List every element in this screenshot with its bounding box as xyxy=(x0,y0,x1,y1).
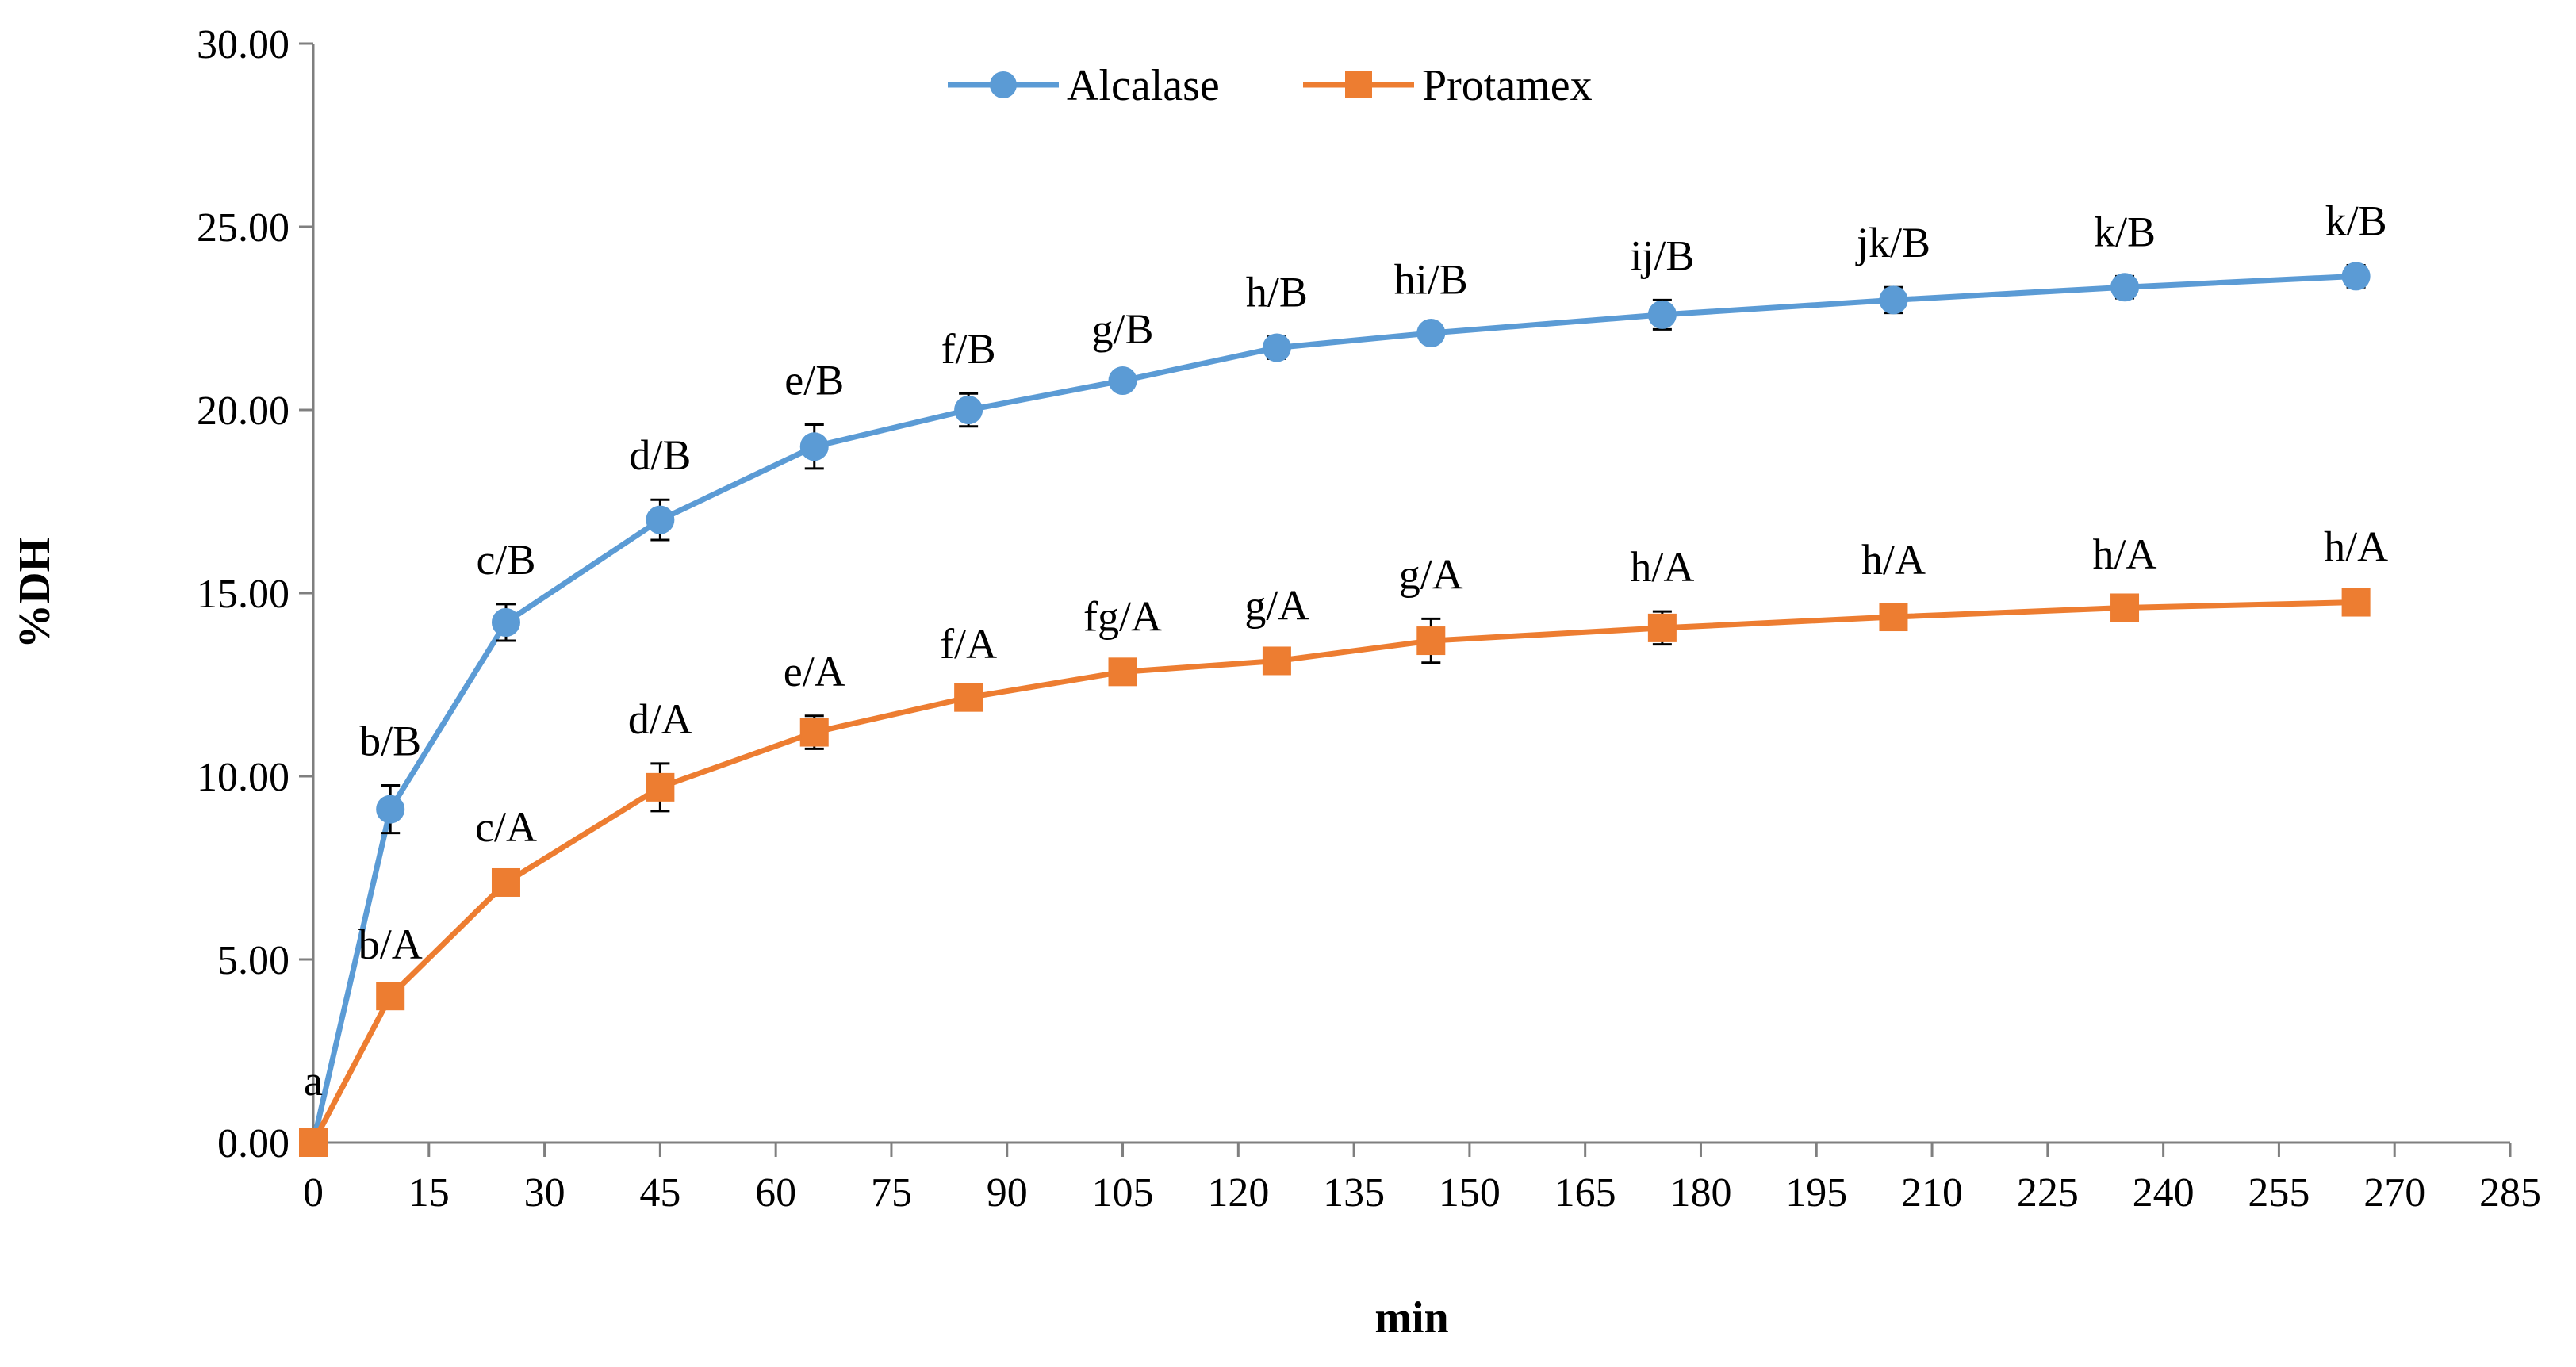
point-protamex-2 xyxy=(491,867,520,897)
x-tick-label-6: 90 xyxy=(987,1170,1028,1216)
point-labels: b/B c/B d/B e/B f/B g/B h/B hi/B ij/B jk/B k/B k/B b… xyxy=(304,197,2388,1105)
x-tick-label-19: 285 xyxy=(2479,1170,2541,1216)
point-protamex-9 xyxy=(1647,613,1677,642)
point-label-protamex-12: h/A xyxy=(2324,523,2388,571)
x-tick-label-16: 240 xyxy=(2133,1170,2195,1216)
point-protamex-6 xyxy=(1108,657,1137,687)
point-alcalase-2 xyxy=(491,607,520,637)
x-axis-title: min xyxy=(1374,1293,1448,1342)
point-alcalase-6 xyxy=(1108,366,1137,396)
point-protamex-1 xyxy=(376,982,405,1011)
x-tick-label-14: 210 xyxy=(1901,1170,1963,1216)
point-label-alcalase-2: c/B xyxy=(476,536,535,584)
y-tick-label-6: 30.00 xyxy=(197,22,289,67)
point-label-protamex-1: b/A xyxy=(358,921,423,968)
point-label-alcalase-9: ij/B xyxy=(1630,232,1694,279)
point-alcalase-9 xyxy=(1647,300,1677,329)
point-alcalase-7 xyxy=(1262,333,1291,362)
series-protamex xyxy=(299,588,2371,1157)
y-tick-label-0: 0.00 xyxy=(217,1121,289,1166)
point-protamex-0 xyxy=(299,1128,328,1157)
point-protamex-8 xyxy=(1416,626,1446,656)
x-tick-label-4: 60 xyxy=(755,1170,796,1216)
x-tick-label-15: 225 xyxy=(2017,1170,2079,1216)
point-label-protamex-5: f/A xyxy=(940,620,997,668)
x-tick-label-11: 165 xyxy=(1554,1170,1616,1216)
x-tick-label-10: 150 xyxy=(1439,1170,1501,1216)
point-label-alcalase-8: hi/B xyxy=(1394,255,1468,303)
point-label-protamex-4: e/A xyxy=(784,648,845,695)
x-tick-label-5: 75 xyxy=(871,1170,912,1216)
point-alcalase-1 xyxy=(376,795,405,824)
point-protamex-12 xyxy=(2341,588,2371,617)
y-tick-label-5: 25.00 xyxy=(197,205,289,251)
legend-label-protamex: Protamex xyxy=(1422,61,1593,110)
point-label-alcalase-11: k/B xyxy=(2094,208,2156,255)
x-tick-label-2: 30 xyxy=(524,1170,565,1216)
point-alcalase-11 xyxy=(2110,273,2140,302)
legend-marker-protamex xyxy=(1345,71,1372,98)
point-label-protamex-10: h/A xyxy=(1861,536,1926,584)
point-label-alcalase-6: g/B xyxy=(1092,305,1154,353)
point-label-alcalase-3: d/B xyxy=(629,431,691,479)
series-group xyxy=(299,262,2371,1157)
point-alcalase-10 xyxy=(1879,285,1908,315)
point-label-alcalase-10: jk/B xyxy=(1855,219,1930,266)
x-tick-label-17: 255 xyxy=(2248,1170,2310,1216)
x-tick-label-0: 0 xyxy=(303,1170,324,1216)
point-protamex-10 xyxy=(1879,603,1908,632)
x-tick-label-7: 105 xyxy=(1092,1170,1154,1216)
origin-label: a xyxy=(304,1057,323,1105)
legend-label-alcalase: Alcalase xyxy=(1067,61,1220,110)
point-label-alcalase-4: e/B xyxy=(784,356,844,404)
point-label-alcalase-12: k/B xyxy=(2325,197,2387,245)
point-protamex-11 xyxy=(2110,593,2140,622)
point-alcalase-8 xyxy=(1416,318,1446,347)
x-tick-label-18: 270 xyxy=(2363,1170,2425,1216)
point-label-protamex-7: g/A xyxy=(1244,582,1309,630)
line-protamex xyxy=(310,599,2356,1144)
point-label-protamex-6: fg/A xyxy=(1083,592,1162,640)
y-tick-label-4: 20.00 xyxy=(197,389,289,434)
point-protamex-7 xyxy=(1262,646,1291,676)
point-alcalase-12 xyxy=(2341,262,2371,291)
y-tick-label-1: 5.00 xyxy=(217,938,289,983)
y-axis-title: %DH xyxy=(10,538,59,649)
point-label-alcalase-7: h/B xyxy=(1246,269,1308,316)
point-protamex-5 xyxy=(954,683,983,712)
y-tick-label-3: 15.00 xyxy=(197,572,289,617)
x-tick-label-13: 195 xyxy=(1785,1170,1847,1216)
axes: 0.00 5.00 10.00 15.00 20.00 25.00 30.00 0 15 30 45… xyxy=(197,22,2541,1216)
point-label-protamex-2: c/A xyxy=(475,803,537,851)
legend: Alcalase Protamex xyxy=(948,61,1593,110)
x-tick-label-9: 135 xyxy=(1323,1170,1385,1216)
point-label-protamex-8: g/A xyxy=(1399,550,1463,598)
line-alcalase xyxy=(310,273,2356,1143)
point-protamex-4 xyxy=(799,718,829,747)
x-tick-label-1: 15 xyxy=(408,1170,450,1216)
x-tick-label-3: 45 xyxy=(639,1170,680,1216)
point-label-alcalase-1: b/B xyxy=(359,718,421,765)
point-alcalase-4 xyxy=(799,432,829,461)
point-label-protamex-9: h/A xyxy=(1630,543,1694,591)
point-protamex-3 xyxy=(646,772,675,802)
y-tick-label-2: 10.00 xyxy=(197,755,289,800)
point-label-protamex-3: d/A xyxy=(628,695,692,743)
point-alcalase-5 xyxy=(954,396,983,424)
point-label-protamex-11: h/A xyxy=(2093,530,2157,578)
x-tick-label-12: 180 xyxy=(1669,1170,1731,1216)
series-alcalase xyxy=(299,262,2371,1157)
x-tick-label-8: 120 xyxy=(1207,1170,1269,1216)
legend-marker-alcalase xyxy=(990,71,1017,98)
point-label-alcalase-5: f/B xyxy=(941,325,996,373)
point-alcalase-3 xyxy=(646,505,675,534)
